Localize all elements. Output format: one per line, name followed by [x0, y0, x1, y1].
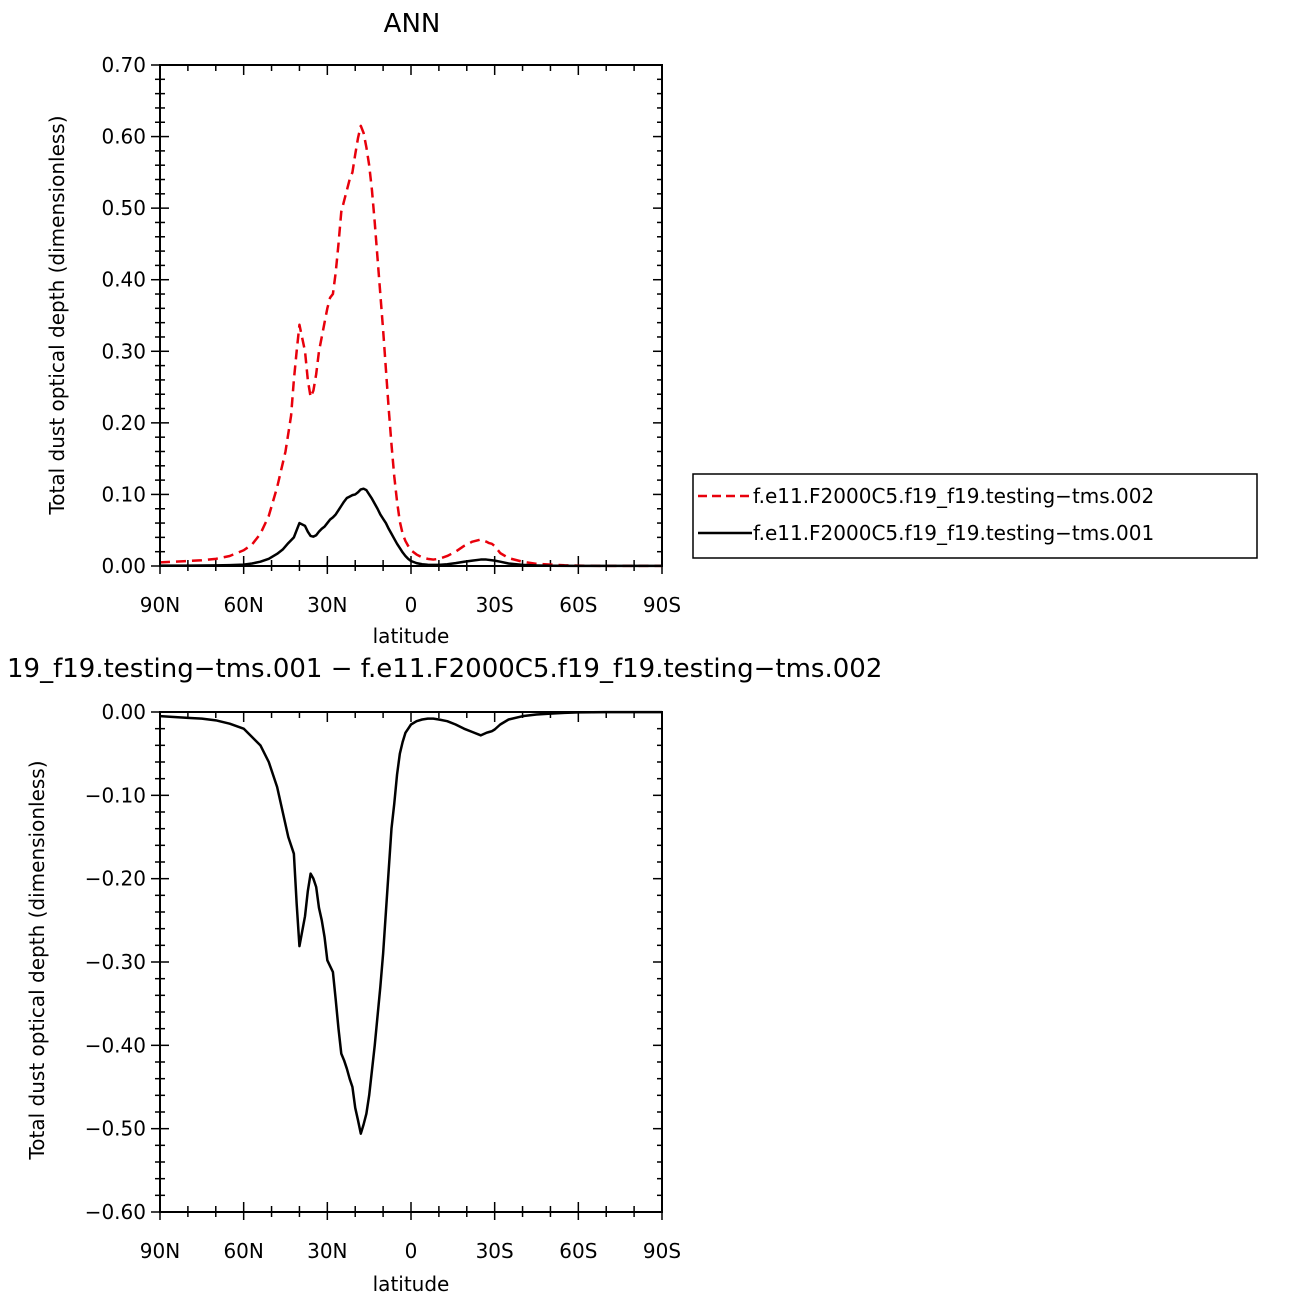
top-x-tick-label: 0 [405, 593, 418, 617]
bottom-y-tick-label: −0.40 [85, 1033, 146, 1057]
top-title: ANN [384, 9, 441, 39]
top-panel: ANN Total dust optical depth (dimensionl… [45, 9, 681, 648]
top-x-tick-label: 60N [223, 593, 263, 617]
bottom-x-tick-label: 60S [559, 1239, 597, 1263]
bottom-x-axis-label: latitude [373, 1272, 450, 1296]
top-x-tick-label: 30S [476, 593, 514, 617]
bottom-y-axis-label: Total dust optical depth (dimensionless) [25, 760, 49, 1160]
top-y-tick-label: 0.60 [101, 125, 146, 149]
legend-box [692, 473, 1258, 559]
bottom-x-tick-label: 0 [405, 1239, 418, 1263]
bottom-x-tick-label: 60N [223, 1239, 263, 1263]
top-x-tick-label: 90N [140, 593, 180, 617]
top-x-tick-label: 30N [307, 593, 347, 617]
top-y-tick-label: 0.20 [101, 411, 146, 435]
top-x-tick-label: 60S [559, 593, 597, 617]
legend-label-series-1: f.e11.F2000C5.f19_f19.testing−tms.002 [753, 484, 1154, 508]
bottom-y-tick-label: −0.10 [85, 783, 146, 807]
top-plot-frame [159, 64, 663, 567]
legend: f.e11.F2000C5.f19_f19.testing−tms.002 f.… [692, 473, 1258, 559]
top-y-tick-label: 0.50 [101, 196, 146, 220]
bottom-panel: 19_f19.testing−tms.001 − f.e11.F2000C5.f… [7, 654, 882, 1296]
bottom-y-tick-label: −0.30 [85, 950, 146, 974]
top-y-tick-label: 0.70 [101, 53, 146, 77]
bottom-y-tick-label: 0.00 [101, 700, 146, 724]
top-series-group [159, 124, 662, 568]
top-series-line-1 [159, 124, 662, 568]
bottom-x-tick-label: 30N [307, 1239, 347, 1263]
bottom-x-tick-label: 30S [476, 1239, 514, 1263]
top-y-tick-label: 0.10 [101, 482, 146, 506]
top-x-axis-label: latitude [373, 624, 450, 648]
top-x-tick-label: 90S [643, 593, 681, 617]
bottom-y-tick-label: −0.50 [85, 1117, 146, 1141]
top-y-tick-label: 0.30 [101, 339, 146, 363]
bottom-ticks: 0.00 −0.10 −0.20 −0.30 −0.40 −0.50 −0.60 90N 60N… [85, 700, 681, 1263]
legend-label-series-2: f.e11.F2000C5.f19_f19.testing−tms.001 [753, 521, 1154, 545]
top-y-tick-label: 0.00 [101, 554, 146, 578]
bottom-x-tick-label: 90N [140, 1239, 180, 1263]
bottom-y-tick-label: −0.20 [85, 867, 146, 891]
top-y-axis-label: Total dust optical depth (dimensionless) [45, 115, 69, 515]
bottom-x-tick-label: 90S [643, 1239, 681, 1263]
bottom-series-line-1 [159, 710, 662, 1135]
bottom-plot-frame [159, 711, 663, 1213]
top-series-line-2 [159, 487, 662, 568]
top-y-tick-label: 0.40 [101, 268, 146, 292]
bottom-y-tick-label: −0.60 [85, 1200, 146, 1224]
bottom-title: 19_f19.testing−tms.001 − f.e11.F2000C5.f… [7, 654, 882, 684]
top-ticks: 0.00 0.10 0.20 0.30 0.40 0.50 0.60 0.70 90N 60N 30… [101, 53, 681, 617]
bottom-series-group [159, 710, 662, 1135]
